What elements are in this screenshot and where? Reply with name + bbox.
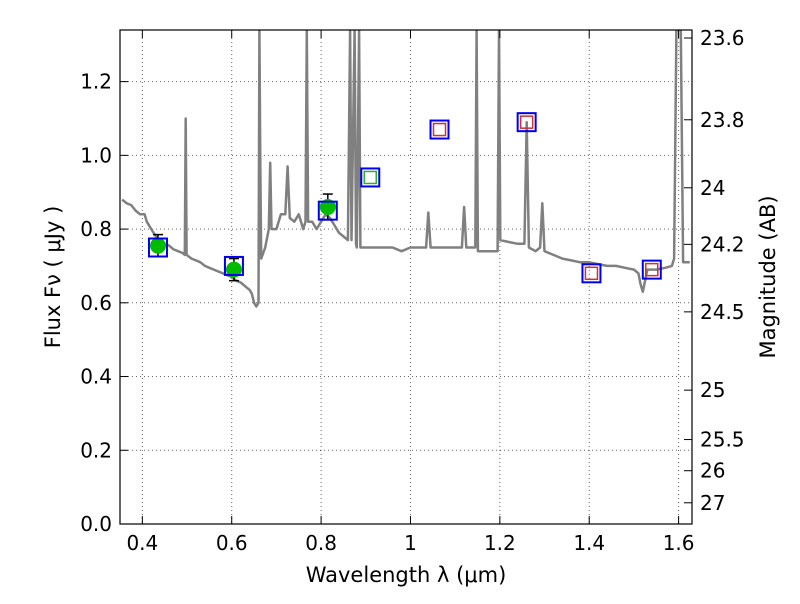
y-tick-label: 0.8 bbox=[80, 217, 112, 241]
x-axis-label: Wavelength λ (μm) bbox=[306, 563, 507, 587]
model-square bbox=[223, 255, 244, 276]
mag-tick-label: 25 bbox=[700, 378, 725, 402]
inner-square-green bbox=[363, 170, 377, 185]
mag-tick-label: 26 bbox=[700, 459, 725, 483]
mag-tick-label: 24.2 bbox=[700, 232, 745, 256]
grid-layer bbox=[120, 30, 692, 525]
mag-tick-label: 25.5 bbox=[700, 428, 745, 452]
spectrum-line bbox=[121, 30, 690, 308]
y-tick-label: 1.0 bbox=[80, 143, 112, 167]
plot-frame bbox=[119, 29, 693, 525]
model-square bbox=[641, 259, 662, 280]
model-square bbox=[516, 112, 537, 133]
mag-tick-label: 24 bbox=[700, 176, 725, 200]
x-tick-label: 1 bbox=[404, 531, 417, 555]
x-tick-label: 1.6 bbox=[663, 531, 695, 555]
mag-tick-label: 24.5 bbox=[700, 300, 745, 324]
model-square bbox=[317, 200, 338, 221]
x-tick-label: 0.4 bbox=[126, 531, 158, 555]
measured-point bbox=[225, 261, 242, 278]
x-tick-label: 1.4 bbox=[573, 531, 605, 555]
inner-square-red bbox=[645, 262, 659, 277]
y-tick-label: 0.0 bbox=[80, 512, 112, 536]
tick-layer: 0.4 0.6 0.8 1 1.2 1.4 1.6 0.0 0.2 0.4 0.6 0.8 1.0 1.2… bbox=[80, 26, 744, 555]
y-tick-label: 0.4 bbox=[80, 365, 112, 389]
x-tick-label: 0.8 bbox=[305, 531, 337, 555]
points-layer bbox=[147, 112, 662, 284]
right-axis-label: Magnitude (AB) bbox=[756, 195, 780, 358]
y-tick-label: 1.2 bbox=[80, 70, 112, 94]
y-tick-label: 0.2 bbox=[80, 438, 112, 462]
x-tick-label: 0.6 bbox=[216, 531, 248, 555]
spectrum-layer bbox=[121, 30, 690, 308]
measured-point bbox=[149, 237, 166, 254]
model-square bbox=[429, 119, 450, 140]
mag-tick-label: 23.8 bbox=[700, 108, 745, 132]
inner-square-red bbox=[584, 266, 599, 281]
mag-tick-label: 23.6 bbox=[700, 26, 745, 50]
y-axis-label: Flux Fν ( μJy ) bbox=[41, 206, 65, 349]
inner-square-red bbox=[519, 115, 534, 129]
model-square bbox=[581, 263, 602, 284]
model-square bbox=[147, 237, 168, 258]
x-tick-label: 1.2 bbox=[484, 531, 516, 555]
model-square bbox=[360, 167, 381, 188]
inner-square-red bbox=[432, 122, 447, 137]
y-tick-label: 0.6 bbox=[80, 291, 112, 315]
measured-point bbox=[319, 198, 336, 215]
mag-tick-label: 27 bbox=[700, 491, 725, 515]
